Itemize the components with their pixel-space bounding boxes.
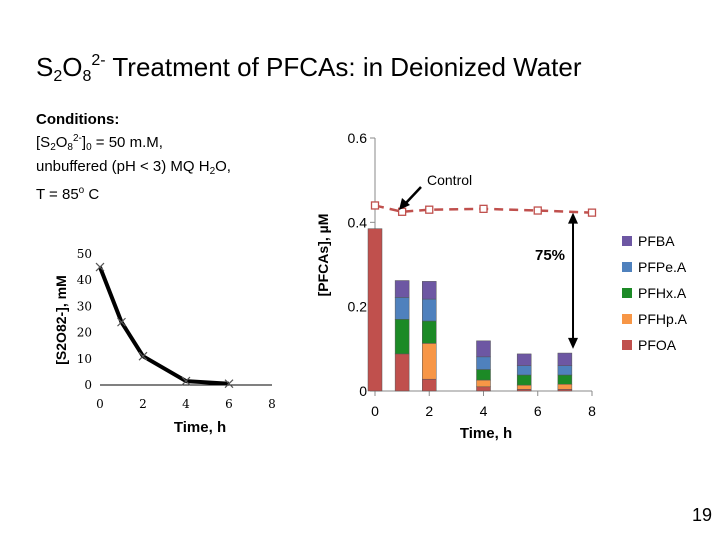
left-chart-x-axis-label: Time, h [174,419,226,436]
legend-swatch-pfhxa [622,288,632,298]
bar-segment-pfba [557,352,573,366]
control-point-marker [479,204,488,213]
bar-segment-pfhxa [557,374,573,385]
control-line [374,204,593,214]
bar-segment-pfoa [367,228,383,392]
conditions-box: Conditions: [S2O82-]0 = 50 m.M, unbuffer… [36,110,231,204]
bar-segment-pfhxa [516,374,532,386]
bar-segment-pfhpa [516,384,532,390]
bar-segment-pfpea [476,356,491,370]
left-chart-x-tick-label: 0 [96,397,104,411]
reduction-annotation: 75% [535,247,565,264]
left-chart-x-tick-label: 2 [139,397,147,411]
bar-segment-pfhxa [422,320,437,344]
control-label: Control [427,172,472,188]
right-chart-y-tick-label: 0.4 [348,214,368,230]
control-point-marker [425,205,434,214]
bar-segment-pfhpa [422,343,437,380]
legend-swatch-pfba [622,236,632,246]
right-chart-x-tick-label: 4 [480,403,488,419]
legend-swatch-pfoa [622,340,632,350]
bar-segment-pfhxa [394,319,410,355]
left-chart-y-tick-label: 30 [77,299,92,313]
persulfate-line [98,266,230,386]
conditions-heading: Conditions: [36,111,120,128]
legend-label-pfhxa: PFHx.A [638,285,687,301]
reduction-arrow-head-up [568,212,579,224]
bar-segment-pfpea [516,365,532,376]
left-chart-y-tick-label: 20 [77,326,92,340]
bar-segment-pfba [516,353,532,366]
left-chart-x-tick-label: 6 [225,397,233,411]
left-chart-y-tick-label: 0 [84,378,92,392]
bar-segment-pfoa [394,353,410,392]
legend-label-pfoa: PFOA [638,337,677,353]
slide-number: 19 [691,505,712,525]
left-chart-y-tick-label: 10 [77,352,92,366]
left-chart-x-tick-label: 8 [268,397,276,411]
control-point-marker [587,208,597,217]
bar-segment-pfoa [476,386,491,392]
left-chart-y-tick-label: 50 [77,247,92,261]
persulfate-point-marker [224,379,234,389]
reduction-arrow-head-down [568,337,579,349]
legend-label-pfhpa: PFHp.A [638,311,688,327]
right-chart-x-tick-label: 2 [425,403,433,419]
control-pointer-arrow [404,186,422,205]
right-chart-x-tick-label: 6 [534,403,542,419]
bar-segment-pfba [394,280,410,298]
control-pointer-arrowhead [399,198,410,210]
bar-segment-pfhpa [476,379,491,388]
left-chart-y-axis-label: [S2O82-], mM [53,275,69,364]
legend-swatch-pfpea [622,262,632,272]
right-chart-x-axis-label: Time, h [460,425,512,442]
bar-segment-pfoa [557,389,573,392]
control-point-marker [533,206,542,215]
control-point-marker [370,201,380,210]
right-chart-y-tick-label: 0 [359,383,367,399]
bar-segment-pfhxa [476,369,491,381]
right-chart-y-axis-label: [PFCAs], µM [315,214,331,297]
bar-segment-pfoa [516,389,532,392]
right-chart-x-tick-label: 0 [371,403,379,419]
conditions-line-persulfate: [S2O82-]0 = 50 m.M, [36,133,163,153]
left-chart-y-tick-label: 40 [77,273,92,287]
conditions-line-ph: unbuffered (pH < 3) MQ H2O, [36,158,231,177]
bar-segment-pfpea [394,297,410,320]
conditions-line-temperature: T = 85o C [36,185,100,203]
legend-label-pfba: PFBA [638,233,675,249]
right-chart-y-tick-label: 0.2 [348,299,368,315]
bar-segment-pfba [476,340,491,358]
slide-title: S2O82- Treatment of PFCAs: in Deionized … [36,52,582,85]
left-chart-x-tick-label: 4 [182,397,190,411]
persulfate-point-marker [95,262,105,272]
bar-segment-pfoa [422,378,437,392]
bar-segment-pfhpa [557,384,573,390]
persulfate-point-marker [138,351,148,361]
right-chart-x-tick-label: 8 [588,403,596,419]
legend-swatch-pfhpa [622,314,632,324]
persulfate-point-marker [181,376,191,386]
persulfate-point-marker [117,317,126,327]
bar-segment-pfba [422,281,437,300]
legend-label-pfpea: PFPe.A [638,259,687,275]
bar-segment-pfpea [422,298,437,322]
right-chart-y-tick-label: 0.6 [348,130,368,146]
bar-segment-pfpea [557,365,573,376]
